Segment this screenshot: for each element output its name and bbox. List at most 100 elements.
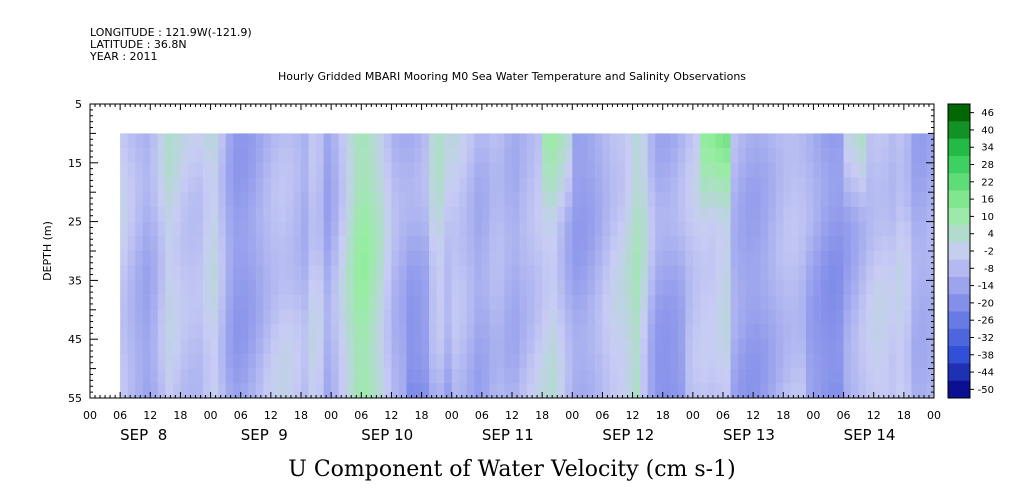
colorbar-label: 40 bbox=[981, 125, 994, 136]
heatmap-cell bbox=[308, 162, 317, 178]
y-tick-label: 45 bbox=[68, 333, 82, 346]
heatmap-cell bbox=[451, 177, 460, 193]
heatmap-cell bbox=[662, 133, 671, 149]
heatmap-cell bbox=[911, 324, 920, 340]
heatmap-cell bbox=[233, 309, 242, 325]
heatmap-cell bbox=[700, 162, 709, 178]
heatmap-cell bbox=[617, 309, 626, 325]
heatmap-cell bbox=[414, 236, 422, 252]
heatmap-cell bbox=[157, 339, 166, 355]
heatmap-cell bbox=[301, 236, 309, 252]
heatmap-cell bbox=[768, 133, 777, 149]
heatmap-cell bbox=[768, 324, 777, 340]
heatmap-cell bbox=[632, 280, 641, 296]
heatmap-cell bbox=[142, 192, 151, 208]
heatmap-cell bbox=[248, 192, 257, 208]
heatmap-cell bbox=[625, 280, 633, 296]
heatmap-cell bbox=[873, 383, 882, 399]
heatmap-cell bbox=[368, 251, 377, 266]
heatmap-cell bbox=[753, 133, 761, 149]
heatmap-cell bbox=[911, 265, 920, 281]
heatmap-cell bbox=[285, 295, 294, 311]
heatmap-cell bbox=[836, 251, 844, 266]
heatmap-cell bbox=[579, 368, 588, 384]
heatmap-cell bbox=[542, 177, 550, 193]
heatmap-cell bbox=[285, 324, 294, 340]
heatmap-cell bbox=[195, 177, 204, 193]
heatmap-cell bbox=[692, 148, 701, 164]
heatmap-cell bbox=[918, 206, 927, 222]
heatmap-cell bbox=[828, 295, 837, 311]
heatmap-cell bbox=[451, 221, 460, 237]
heatmap-cell bbox=[903, 192, 912, 208]
heatmap-cell bbox=[414, 309, 422, 325]
heatmap-cell bbox=[150, 280, 159, 296]
heatmap-cell bbox=[836, 162, 844, 178]
heatmap-cell bbox=[805, 324, 814, 340]
heatmap-cell bbox=[278, 265, 287, 281]
heatmap-cell bbox=[707, 206, 716, 222]
heatmap-cell bbox=[233, 265, 242, 281]
heatmap-cell bbox=[218, 251, 226, 266]
heatmap-cell bbox=[142, 280, 151, 296]
heatmap-cell bbox=[534, 295, 543, 311]
heatmap-cell bbox=[368, 148, 377, 164]
colorbar-label: 46 bbox=[981, 108, 994, 119]
heatmap-cell bbox=[768, 265, 777, 281]
heatmap-cell bbox=[745, 221, 754, 237]
x-hour-label: 00 bbox=[565, 409, 579, 422]
heatmap-cell bbox=[444, 353, 453, 369]
colorbar-swatch bbox=[948, 311, 970, 330]
heatmap-cell bbox=[361, 280, 370, 296]
heatmap-cell bbox=[798, 162, 807, 178]
heatmap-cell bbox=[512, 236, 520, 252]
heatmap-cell bbox=[414, 206, 422, 222]
heatmap-cell bbox=[820, 192, 829, 208]
heatmap-cell bbox=[692, 295, 701, 311]
heatmap-cell bbox=[383, 251, 392, 266]
heatmap-cell bbox=[195, 383, 204, 399]
heatmap-cell bbox=[361, 339, 370, 355]
heatmap-cell bbox=[451, 251, 460, 266]
heatmap-cell bbox=[873, 324, 882, 340]
heatmap-cell bbox=[368, 206, 377, 222]
heatmap-cell bbox=[564, 206, 573, 222]
heatmap-cell bbox=[662, 353, 671, 369]
heatmap-cell bbox=[331, 162, 339, 178]
heatmap-cell bbox=[873, 251, 882, 266]
heatmap-cell bbox=[527, 353, 535, 369]
heatmap-cell bbox=[647, 295, 656, 311]
heatmap-cell bbox=[308, 368, 317, 384]
heatmap-cell bbox=[172, 177, 181, 193]
heatmap-cell bbox=[255, 221, 264, 237]
heatmap-cell bbox=[572, 221, 581, 237]
heatmap-cell bbox=[391, 339, 400, 355]
heatmap-cell bbox=[444, 339, 453, 355]
heatmap-cell bbox=[414, 324, 422, 340]
heatmap-cell bbox=[323, 265, 332, 281]
y-tick-label: 5 bbox=[75, 98, 82, 111]
heatmap-cell bbox=[858, 221, 867, 237]
heatmap-cell bbox=[745, 148, 754, 164]
heatmap-cell bbox=[640, 192, 648, 208]
heatmap-cell bbox=[240, 295, 249, 311]
heatmap-cell bbox=[625, 353, 633, 369]
heatmap-cell bbox=[670, 148, 679, 164]
colorbar-label: 10 bbox=[981, 212, 994, 223]
heatmap-cell bbox=[150, 324, 159, 340]
heatmap-cell bbox=[911, 148, 920, 164]
heatmap-cell bbox=[195, 339, 204, 355]
heatmap-cell bbox=[338, 206, 347, 222]
x-hour-label: 12 bbox=[505, 409, 519, 422]
heatmap-cell bbox=[738, 206, 746, 222]
heatmap-cell bbox=[738, 133, 746, 149]
heatmap-cell bbox=[376, 295, 385, 311]
heatmap-cell bbox=[444, 280, 453, 296]
heatmap-cell bbox=[474, 324, 483, 340]
heatmap-cell bbox=[866, 324, 875, 340]
heatmap-cell bbox=[489, 353, 498, 369]
heatmap-cell bbox=[414, 280, 422, 296]
heatmap-cell bbox=[730, 280, 739, 296]
heatmap-cell bbox=[233, 280, 242, 296]
heatmap-cell bbox=[203, 368, 211, 384]
